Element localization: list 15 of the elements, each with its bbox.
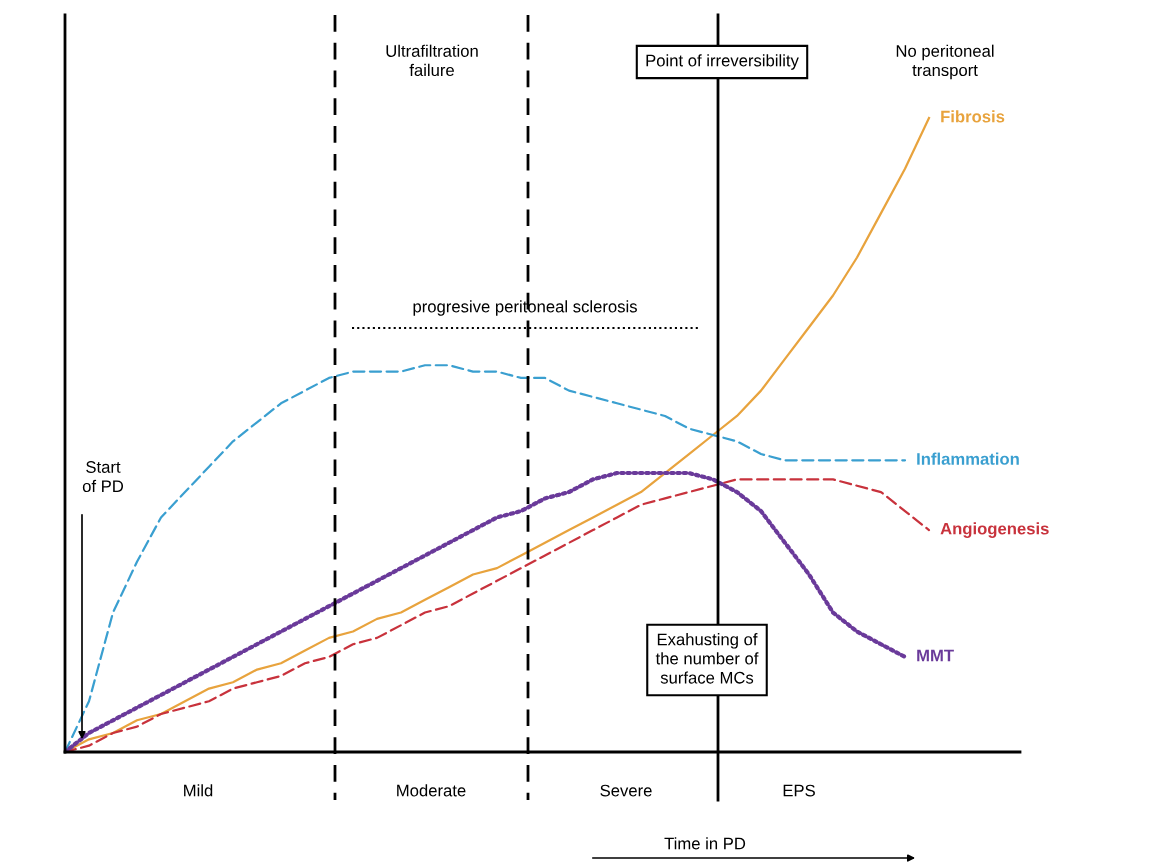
text: Time in PD [664, 837, 746, 850]
annotation: Start of PD [82, 461, 124, 493]
series-label: MMT [917, 649, 954, 662]
text: Severe [600, 784, 652, 797]
text: No peritoneal transport [896, 44, 994, 80]
series-label: Angiogenesis [940, 522, 1049, 538]
text: Ultrafiltration failure [386, 44, 478, 77]
series-label: Inflammation [917, 452, 1019, 465]
series-label: Fibrosis [941, 110, 1005, 123]
text: EPS [783, 784, 815, 797]
annotation: Exahusting of the number of surface MCs [655, 633, 759, 684]
annotation: progresive peritoneal sclerosis [413, 300, 637, 316]
text: Point of irreversibility [646, 54, 799, 70]
text: Moderate [397, 784, 466, 797]
text: Mild [184, 784, 213, 797]
